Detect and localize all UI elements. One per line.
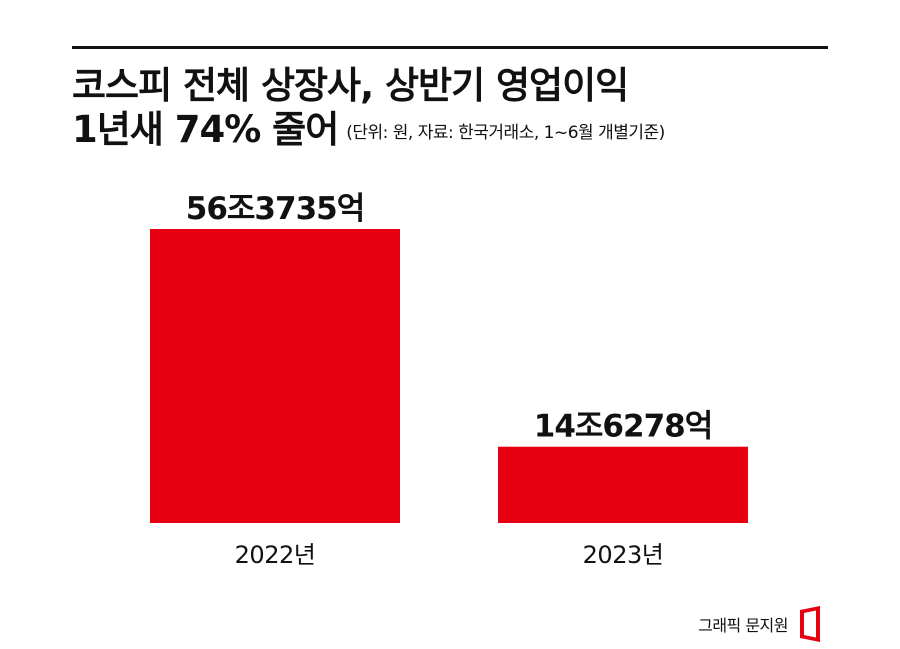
data-label-1: 56조3735억 bbox=[186, 191, 364, 227]
category-label-1: 2022년 bbox=[235, 541, 316, 569]
title-line-1: 코스피 전체 상장사, 상반기 영업이익 bbox=[72, 64, 629, 107]
category-label-2: 2023년 bbox=[583, 541, 664, 569]
bar-2 bbox=[498, 446, 748, 523]
labels-group: 56조3735억 2022년 14조6278억 2023년 bbox=[186, 191, 713, 569]
top-rule bbox=[72, 46, 828, 49]
bars-group bbox=[150, 229, 748, 523]
footer: 그래픽 문지원 bbox=[698, 604, 828, 644]
graphic-credit: 그래픽 문지원 bbox=[698, 616, 788, 635]
chart-title: 코스피 전체 상장사, 상반기 영업이익 1년새 74% 줄어 (단위: 원, 자… bbox=[72, 64, 665, 155]
source-note: (단위: 원, 자료: 한국거래소, 1~6월 개별기준) bbox=[346, 123, 665, 143]
red-bracket-logo-icon bbox=[800, 606, 820, 642]
title-line-2: 1년새 74% 줄어 bbox=[72, 108, 339, 151]
bar-1 bbox=[150, 229, 400, 523]
data-label-2: 14조6278억 bbox=[534, 409, 712, 445]
